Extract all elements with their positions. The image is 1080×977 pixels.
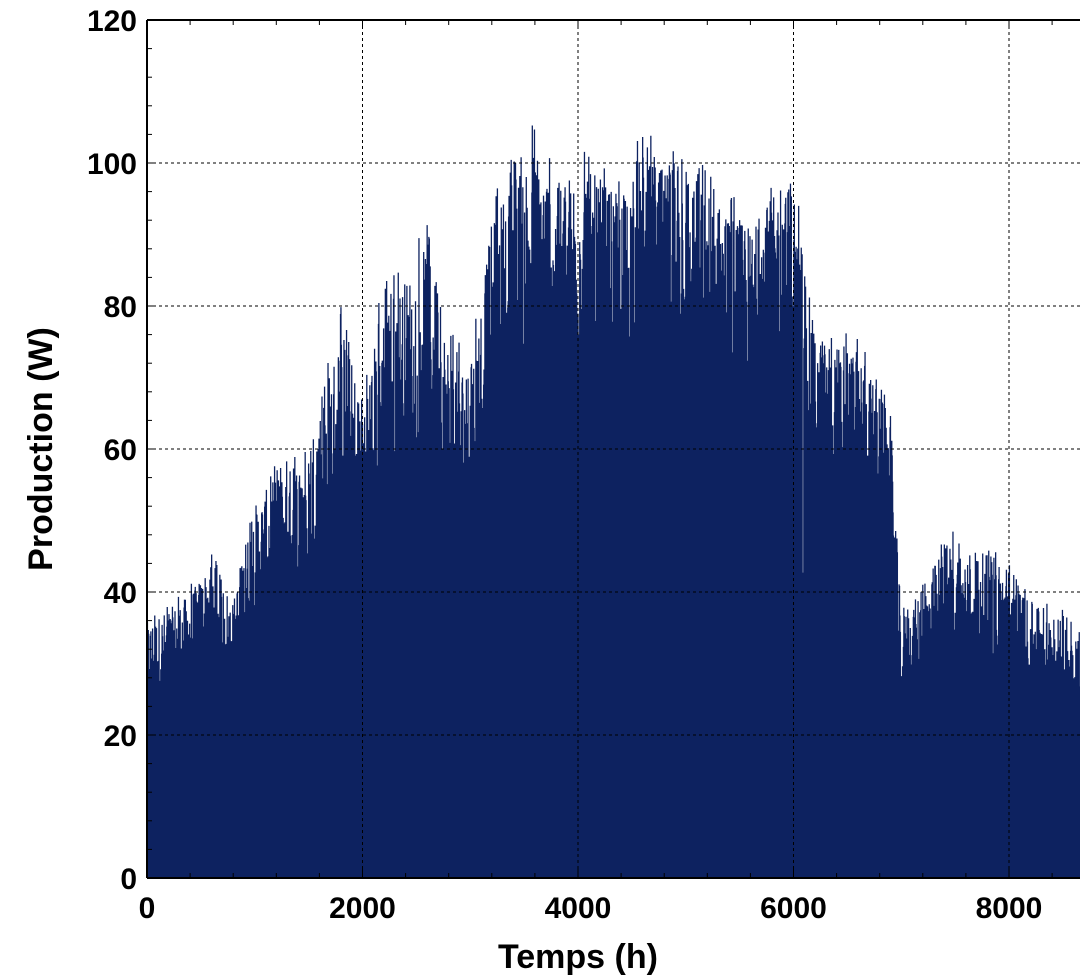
x-tick-label: 4000 [545, 892, 612, 925]
x-tick-label: 6000 [760, 892, 827, 925]
grid-layer [147, 20, 1080, 878]
axes-layer [146, 19, 1080, 879]
x-tick-label: 0 [139, 892, 156, 925]
bars-layer [146, 125, 1080, 878]
y-tick-label: 20 [104, 720, 137, 753]
y-tick-label: 0 [120, 863, 137, 896]
labels-layer: 0 20 40 60 80 100 120 0 2000 4000 6000 8000 [87, 5, 1042, 925]
y-tick-label: 40 [104, 577, 137, 610]
y-tick-label: 60 [104, 434, 137, 467]
y-tick-label: 100 [87, 148, 137, 181]
y-axis-title: Production (W) [22, 327, 60, 571]
y-tick-label: 120 [87, 5, 137, 38]
x-tick-label: 8000 [976, 892, 1043, 925]
x-tick-label: 2000 [329, 892, 396, 925]
x-axis-title: Temps (h) [498, 938, 658, 976]
y-tick-label: 80 [104, 291, 137, 324]
production-bars [146, 125, 1080, 878]
